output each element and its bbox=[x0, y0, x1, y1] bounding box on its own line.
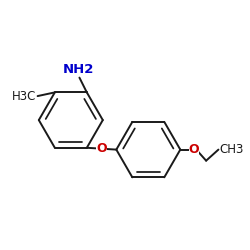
Text: NH2: NH2 bbox=[62, 63, 94, 76]
Text: O: O bbox=[188, 143, 199, 156]
Text: H3C: H3C bbox=[12, 90, 36, 102]
Text: O: O bbox=[96, 142, 107, 155]
Text: CH3: CH3 bbox=[220, 143, 244, 156]
